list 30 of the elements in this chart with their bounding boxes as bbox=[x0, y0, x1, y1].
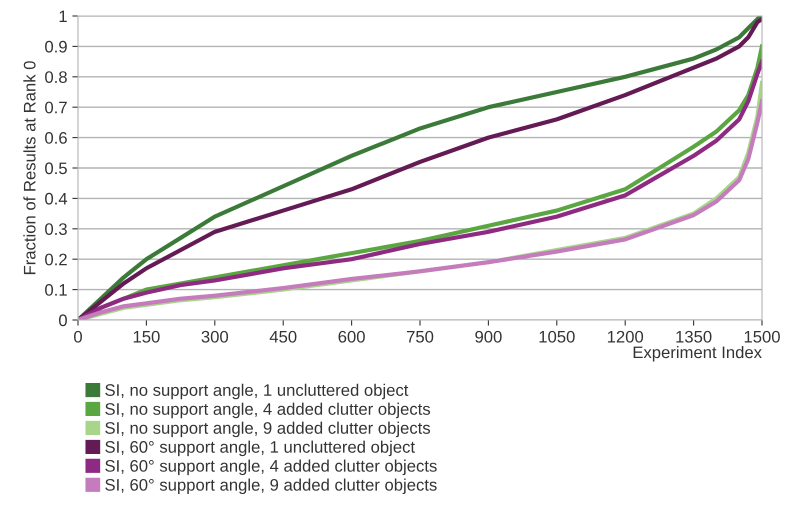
legend-label: SI, no support angle, 9 added clutter objects bbox=[105, 422, 430, 438]
y-tick-label: 0.4 bbox=[45, 192, 68, 205]
y-tick-label: 1 bbox=[60, 10, 67, 22]
legend-label: SI, 60° support angle, 4 added clutter objects bbox=[105, 460, 437, 476]
y-tick-label: 0.8 bbox=[45, 71, 67, 84]
legend-label: SI, 60° support angle, 9 added clutter objects bbox=[105, 478, 437, 494]
x-tick-label: 1200 bbox=[608, 330, 644, 343]
x-tick-label: 900 bbox=[475, 330, 502, 343]
y-tick-label: 0.1 bbox=[45, 284, 67, 296]
legend-label: SI, no support angle, 4 added clutter objects bbox=[105, 402, 430, 418]
y-tick-label: 0.5 bbox=[45, 162, 67, 174]
y-tick-label: 0.7 bbox=[45, 102, 67, 114]
x-tick-label: 1500 bbox=[744, 330, 780, 343]
legend-label: SI, 60° support angle, 1 uncluttered object bbox=[105, 440, 415, 456]
x-tick-label: 150 bbox=[134, 330, 160, 343]
x-tick-label: 1050 bbox=[540, 330, 575, 343]
x-tick-label: 450 bbox=[270, 330, 296, 343]
x-tick-label: 300 bbox=[202, 330, 228, 343]
x-axis-title: Experiment Index bbox=[634, 346, 762, 362]
y-tick-label: 0.6 bbox=[45, 132, 67, 144]
x-tick-label: 750 bbox=[406, 330, 434, 343]
y-tick-label: 0.3 bbox=[45, 223, 67, 236]
y-tick-label: 0.9 bbox=[45, 40, 67, 53]
legend-label: SI, no support angle, 1 uncluttered object bbox=[105, 384, 408, 400]
y-tick-label: 0.2 bbox=[45, 254, 67, 266]
x-tick-label: 1350 bbox=[676, 330, 712, 343]
y-axis-title: Fraction of Results at Rank 0 bbox=[23, 61, 36, 274]
x-tick-label: 0 bbox=[74, 330, 82, 343]
x-tick-label: 600 bbox=[338, 330, 365, 343]
y-tick-label: 0 bbox=[58, 314, 67, 326]
